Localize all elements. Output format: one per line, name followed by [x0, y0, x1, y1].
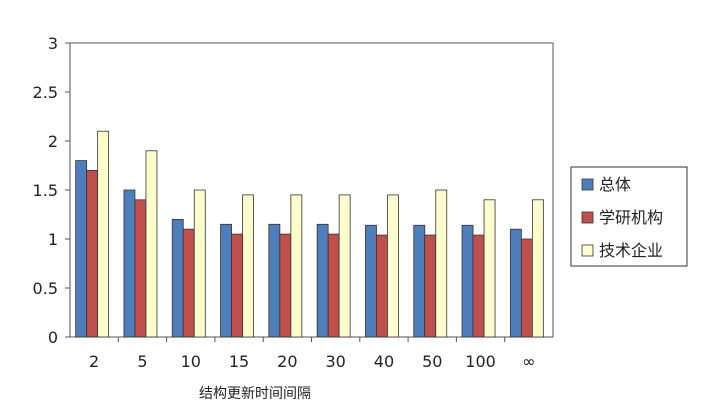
- y-tick-label: 1: [48, 230, 58, 249]
- bar-3: [387, 194, 399, 338]
- x-tick-label: 50: [422, 352, 442, 371]
- bar-3: [145, 150, 158, 338]
- bar-2: [86, 169, 99, 338]
- bar-2: [279, 233, 292, 338]
- bar-1: [365, 224, 377, 338]
- bar-1: [461, 224, 474, 338]
- x-tick-label: 5: [137, 352, 147, 371]
- y-tick-label: 3: [48, 34, 58, 53]
- y-tick-label: 2.5: [33, 83, 58, 102]
- bar-3: [531, 199, 544, 338]
- y-tick-label: 2: [48, 132, 58, 151]
- bar-2: [424, 234, 437, 338]
- bar-2: [134, 199, 147, 338]
- x-tick-label: ∞: [522, 352, 535, 371]
- legend-swatch: [581, 211, 594, 224]
- legend-swatch: [581, 178, 594, 191]
- x-tick-label: 2: [89, 352, 99, 371]
- bar-1: [171, 218, 184, 338]
- bar-1: [220, 223, 232, 338]
- legend-swatch: [581, 244, 594, 257]
- bar-3: [338, 194, 351, 338]
- bar-2: [520, 238, 533, 338]
- bar-3: [97, 130, 110, 338]
- x-tick-label: 40: [374, 352, 394, 371]
- bar-1: [413, 224, 426, 338]
- bar-3: [193, 189, 206, 338]
- x-tick-label: 10: [181, 352, 201, 371]
- bar-3: [483, 199, 496, 338]
- bar-1: [75, 160, 88, 338]
- x-tick-label: 15: [229, 352, 249, 371]
- bar-3: [290, 194, 303, 338]
- x-tick-label: 100: [465, 352, 496, 371]
- x-axis-title: 结构更新时间间隔: [199, 386, 311, 402]
- bar-3: [435, 189, 448, 338]
- y-tick-label: 0.5: [33, 279, 58, 298]
- bar-1: [123, 189, 136, 338]
- bar-1: [316, 223, 329, 338]
- bar-2: [327, 233, 340, 338]
- legend-label: 技术企业: [599, 241, 663, 260]
- y-tick-label: 1.5: [33, 181, 58, 200]
- bar-3: [242, 194, 254, 338]
- bar-1: [268, 223, 281, 338]
- bar-2: [182, 228, 195, 338]
- y-tick-label: 0: [48, 328, 58, 347]
- bars-group: [75, 130, 544, 338]
- legend-label: 总体: [599, 175, 631, 194]
- bar-2: [231, 233, 243, 338]
- bar-2: [472, 234, 485, 338]
- x-tick-label: 20: [277, 352, 297, 371]
- bar-1: [509, 228, 522, 338]
- axes-group: 0 0.5 1 1.5 2 2.5 3 2 5 10 15 20 30 40 50 100 ∞: [33, 34, 536, 371]
- bar-2: [376, 234, 388, 338]
- x-tick-label: 30: [325, 352, 345, 371]
- legend-label: 学研机构: [599, 208, 663, 227]
